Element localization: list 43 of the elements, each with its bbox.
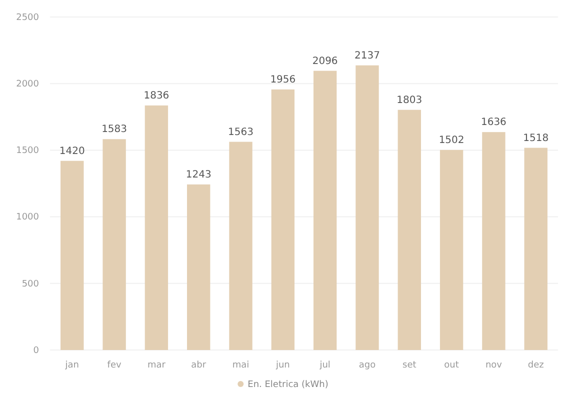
bar xyxy=(60,160,84,350)
data-label: 1243 xyxy=(186,169,212,180)
x-tick-label: out xyxy=(444,360,460,370)
data-label: 1803 xyxy=(396,94,422,106)
x-tick-label: nov xyxy=(485,360,503,370)
x-tick-label: dez xyxy=(528,360,544,370)
y-tick-label: 0 xyxy=(33,346,40,356)
x-tick-label: fev xyxy=(107,360,122,370)
y-tick-label: 1500 xyxy=(16,146,40,156)
data-label: 2096 xyxy=(312,56,338,67)
x-tick-label: jul xyxy=(318,360,330,370)
x-tick-label: jun xyxy=(274,360,290,370)
bar xyxy=(271,89,295,350)
data-label: 1956 xyxy=(270,74,296,86)
bar xyxy=(229,142,252,350)
data-label: 1636 xyxy=(480,117,506,128)
y-tick-label: 2500 xyxy=(16,12,40,23)
y-tick-label: 500 xyxy=(22,279,40,290)
data-label: 2137 xyxy=(354,50,380,62)
x-tick-label: jan xyxy=(64,360,79,370)
bar xyxy=(313,70,337,350)
bar xyxy=(482,132,506,350)
data-label: 1502 xyxy=(438,134,464,146)
bar xyxy=(144,105,168,350)
x-tick-label: abr xyxy=(191,360,206,370)
bar xyxy=(102,139,126,350)
data-label: 1563 xyxy=(228,126,254,138)
legend-label: En. Eletrica (kWh) xyxy=(248,380,328,390)
data-label: 1420 xyxy=(59,146,85,157)
bar xyxy=(524,148,548,350)
y-tick-label: 2000 xyxy=(16,79,40,90)
bar xyxy=(356,65,379,350)
data-label: 1583 xyxy=(102,124,128,136)
x-tick-label: ago xyxy=(358,360,376,370)
bar xyxy=(398,110,421,350)
bar xyxy=(187,184,210,350)
x-tick-label: mar xyxy=(147,360,166,370)
x-tick-label: mai xyxy=(232,360,250,370)
data-label: 1518 xyxy=(523,132,549,144)
data-label: 1836 xyxy=(144,90,170,102)
y-tick-label: 1000 xyxy=(16,212,40,223)
bar xyxy=(440,150,464,350)
x-tick-label: set xyxy=(402,360,417,370)
